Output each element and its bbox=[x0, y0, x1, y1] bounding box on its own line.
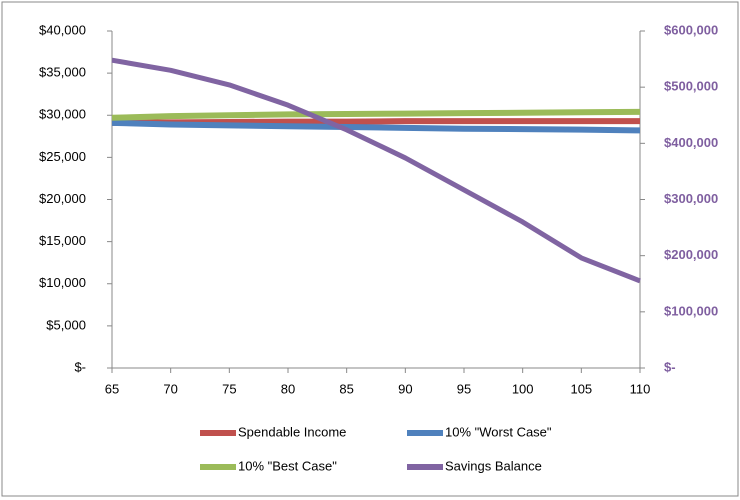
y2-tick-label: $600,000 bbox=[664, 22, 718, 37]
legend-label: Savings Balance bbox=[445, 458, 542, 473]
x-tick-label: 70 bbox=[163, 381, 177, 396]
y-tick-label: $20,000 bbox=[39, 191, 86, 206]
legend-label: Spendable Income bbox=[238, 424, 346, 439]
y2-tick-label: $- bbox=[664, 359, 676, 374]
legend-swatch bbox=[407, 430, 443, 436]
y-tick-label: $40,000 bbox=[39, 22, 86, 37]
y2-tick-label: $300,000 bbox=[664, 191, 718, 206]
legend-swatch bbox=[407, 464, 443, 470]
legend-label: 10% "Worst Case" bbox=[445, 424, 552, 439]
x-tick-label: 85 bbox=[339, 381, 353, 396]
x-tick-label: 105 bbox=[570, 381, 592, 396]
x-tick-label: 80 bbox=[281, 381, 295, 396]
y-tick-label: $25,000 bbox=[39, 149, 86, 164]
x-tick-label: 95 bbox=[457, 381, 471, 396]
y2-tick-label: $100,000 bbox=[664, 303, 718, 318]
y-tick-label: $30,000 bbox=[39, 107, 86, 122]
x-tick-label: 90 bbox=[398, 381, 412, 396]
y2-tick-label: $200,000 bbox=[664, 247, 718, 262]
series-line bbox=[111, 119, 641, 134]
series-line bbox=[111, 57, 641, 284]
x-tick-label: 65 bbox=[105, 381, 119, 396]
y2-tick-label: $400,000 bbox=[664, 135, 718, 150]
x-tick-label: 110 bbox=[630, 381, 651, 396]
legend-label: 10% "Best Case" bbox=[238, 458, 337, 473]
x-tick-label: 100 bbox=[512, 381, 534, 396]
y2-tick-label: $500,000 bbox=[664, 79, 718, 94]
legend-swatch bbox=[200, 430, 236, 436]
y-tick-label: $- bbox=[74, 359, 86, 374]
x-tick-label: 75 bbox=[222, 381, 236, 396]
series-line bbox=[111, 108, 641, 121]
y-tick-label: $35,000 bbox=[39, 65, 86, 80]
y-tick-label: $5,000 bbox=[46, 317, 86, 332]
y-tick-label: $10,000 bbox=[39, 275, 86, 290]
y-tick-label: $15,000 bbox=[39, 233, 86, 248]
legend-swatch bbox=[200, 464, 236, 470]
